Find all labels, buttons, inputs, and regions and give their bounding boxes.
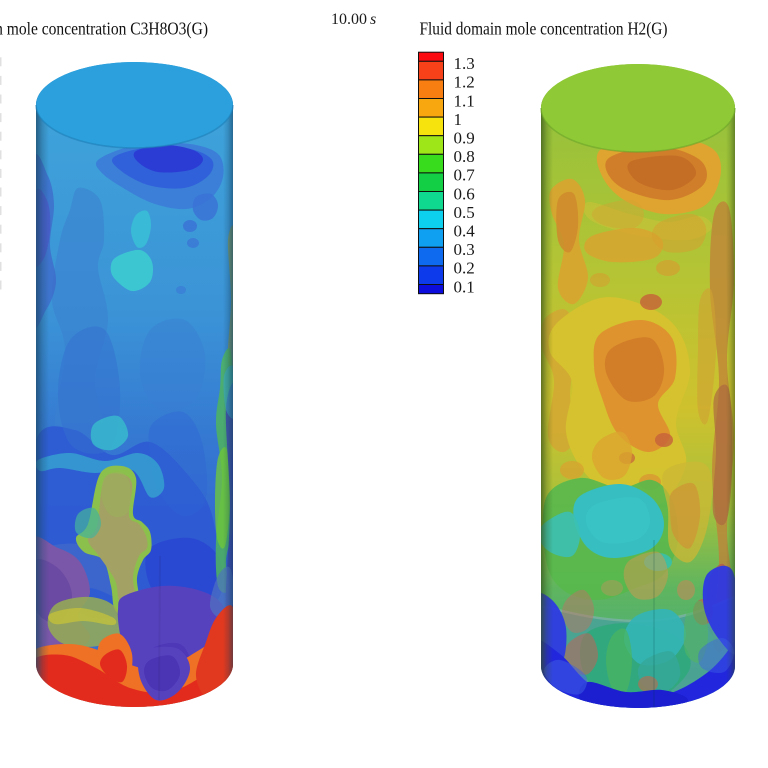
svg-text:1.3: 1.3 <box>454 54 475 73</box>
svg-text:10.00: 10.00 <box>331 11 367 28</box>
svg-text:0.6: 0.6 <box>454 184 475 203</box>
svg-text:0.2: 0.2 <box>454 259 475 278</box>
svg-text:0.9: 0.9 <box>454 129 475 148</box>
svg-text:0.8: 0.8 <box>454 147 475 166</box>
svg-text:0.3: 0.3 <box>454 240 475 259</box>
svg-text:0.4: 0.4 <box>454 222 476 241</box>
svg-text:1.1: 1.1 <box>454 91 475 110</box>
svg-text:1.2: 1.2 <box>454 73 475 92</box>
svg-text:0.5: 0.5 <box>454 203 475 222</box>
svg-text:Fluid domain mole concentratio: Fluid domain mole concentration C3H8O3(G… <box>0 19 208 39</box>
svg-text:s: s <box>370 11 376 28</box>
svg-text:0.1: 0.1 <box>454 277 475 296</box>
svg-text:0.7: 0.7 <box>454 166 476 185</box>
svg-text:Fluid domain mole concentratio: Fluid domain mole concentration H2(G) <box>420 19 668 39</box>
svg-text:1: 1 <box>454 110 463 129</box>
